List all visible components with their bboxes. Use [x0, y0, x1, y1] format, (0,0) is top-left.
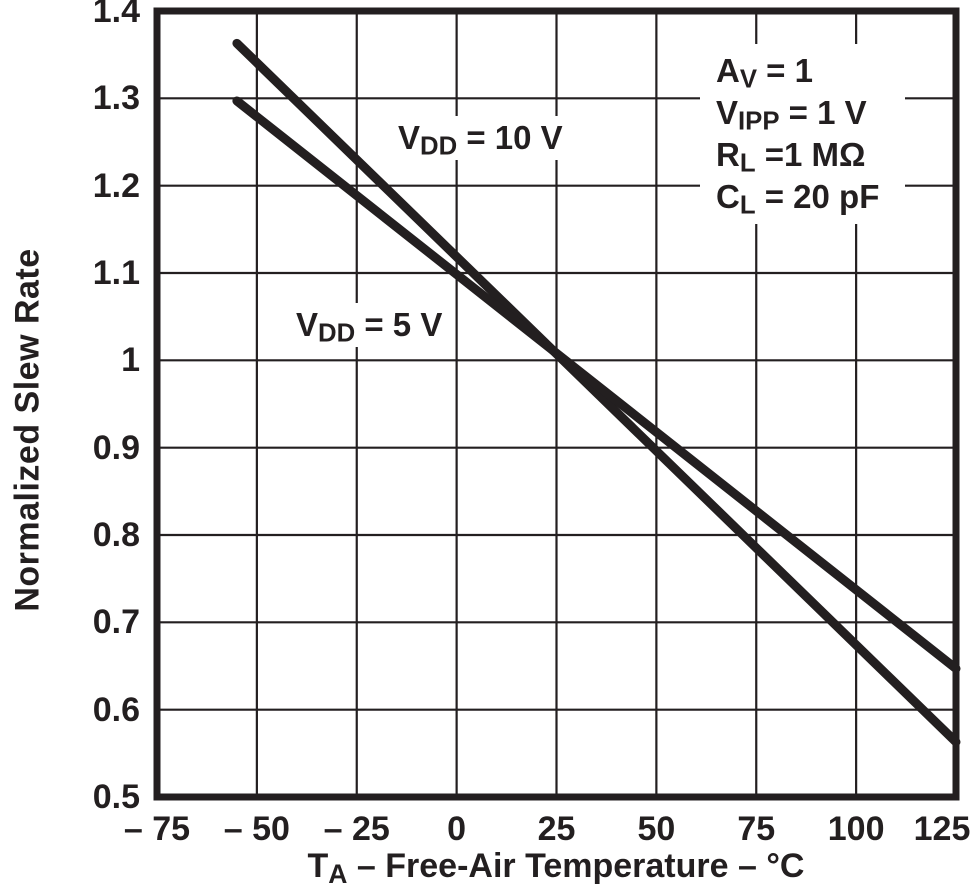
- annotation-subscript: L: [739, 191, 756, 220]
- y-tick-label: 1.4: [92, 0, 140, 30]
- annotation-value: = 20 pF: [755, 178, 880, 215]
- x-axis-title: TA – Free-Air Temperature – °C: [307, 846, 805, 889]
- annotation-vipp: VIPP = 1 V: [716, 92, 905, 136]
- x-tick-label: 125: [913, 810, 971, 848]
- test-conditions-annotation: AV = 1 VIPP = 1 V RL =1 MΩ CL = 20 pF: [700, 44, 905, 224]
- annotation-symbol: R: [716, 136, 740, 173]
- series-label-symbol: V: [296, 306, 319, 343]
- y-tick-label: 1.3: [92, 79, 140, 118]
- plot-frame: [153, 7, 960, 801]
- x-axis-title-symbol: T: [307, 847, 329, 885]
- x-tick-label: 0: [447, 810, 467, 848]
- y-tick-label: 1: [121, 341, 140, 380]
- y-tick-label: 0.6: [92, 690, 140, 729]
- x-tick-label: – 25: [323, 810, 390, 848]
- x-axis-title-subscript: A: [328, 858, 348, 889]
- series-label-value: = 5 V: [355, 306, 443, 343]
- annotation-cl: CL = 20 pF: [716, 176, 905, 220]
- x-tick-label: 25: [537, 810, 576, 848]
- annotation-rl: RL =1 MΩ: [716, 134, 905, 178]
- annotation-symbol: V: [716, 94, 739, 131]
- series-line-vdd-10-v: [232, 38, 961, 747]
- annotation-subscript: V: [739, 65, 758, 94]
- annotation-value: =1 MΩ: [755, 136, 866, 173]
- annotation-symbol: A: [716, 52, 740, 89]
- series-label-subscript: DD: [318, 319, 356, 348]
- x-tick-label: 50: [637, 810, 676, 848]
- x-axis-title-text: – Free-Air Temperature – °C: [347, 847, 805, 885]
- annotation-av: AV = 1: [716, 50, 905, 94]
- x-tick-label: – 50: [223, 810, 290, 848]
- y-tick-label: 0.8: [92, 516, 140, 554]
- y-tick-label: 0.5: [92, 778, 140, 816]
- series-label-subscript: DD: [420, 132, 458, 161]
- x-tick-label: 100: [827, 810, 885, 848]
- y-tick-label: 0.9: [92, 428, 140, 467]
- annotation-value: = 1: [757, 52, 813, 89]
- y-tick-label: 1.2: [92, 166, 140, 205]
- annotation-symbol: C: [716, 178, 740, 215]
- annotation-value: = 1 V: [779, 94, 867, 131]
- x-tick-label: 75: [737, 810, 776, 848]
- y-axis-title: Normalized Slew Rate: [8, 248, 47, 612]
- y-tick-label: 1.1: [92, 254, 140, 292]
- annotation-subscript: IPP: [738, 107, 780, 136]
- annotation-subscript: L: [739, 149, 756, 178]
- x-tick-label: – 75: [123, 810, 191, 848]
- series-label-symbol: V: [398, 119, 421, 156]
- series-label-value: = 10 V: [457, 119, 563, 156]
- series-label-vdd-10v: VDD = 10 V: [388, 116, 573, 160]
- y-tick-label: 0.7: [92, 603, 140, 642]
- series-label-vdd-5v: VDD = 5 V: [286, 303, 453, 348]
- series-line-vdd-5-v: [232, 96, 961, 674]
